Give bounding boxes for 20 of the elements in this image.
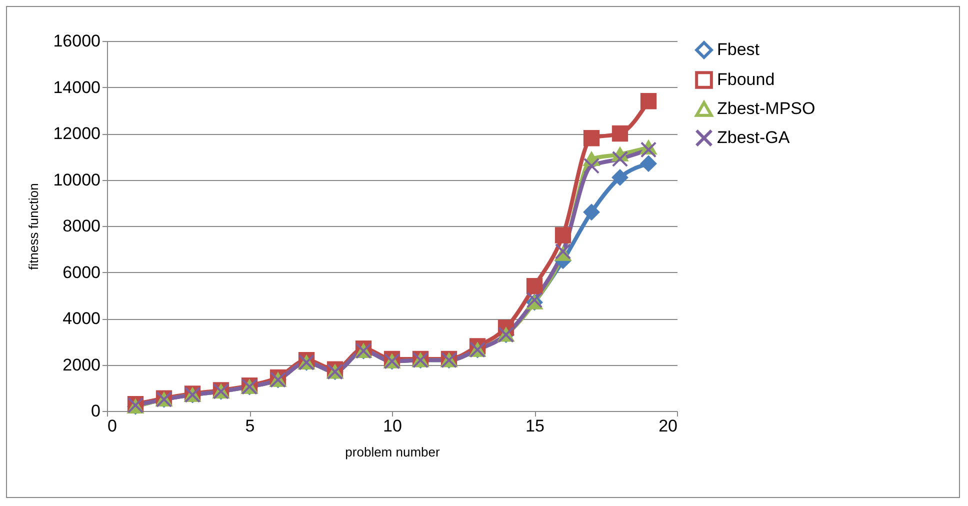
x-tick-label: 5 [245, 416, 255, 436]
x-tick-label: 15 [526, 416, 544, 436]
y-tick-label: 2000 [62, 355, 100, 374]
x-tick-label: 0 [108, 416, 117, 436]
y-tick-label: 14000 [53, 78, 100, 97]
x-axis-title: problem number [345, 444, 440, 460]
y-tick-label: 6000 [62, 262, 100, 282]
y-tick-label: 0 [91, 402, 100, 420]
legend-label: Zbest-MPSO [717, 99, 816, 118]
legend-label: Zbest-GA [717, 128, 790, 147]
y-tick-label: 10000 [53, 170, 100, 190]
y-axis-title: fitness function [26, 183, 42, 270]
y-tick-label: 12000 [53, 124, 100, 143]
x-tick-label: 20 [658, 416, 678, 436]
x-tick-label: 10 [383, 416, 402, 436]
legend-label: Fbest [717, 40, 760, 59]
y-tick-label: 4000 [62, 309, 100, 328]
legend-label: Fbound [717, 70, 775, 89]
y-tick-label: 16000 [53, 32, 100, 50]
y-tick-label: 8000 [62, 216, 100, 236]
